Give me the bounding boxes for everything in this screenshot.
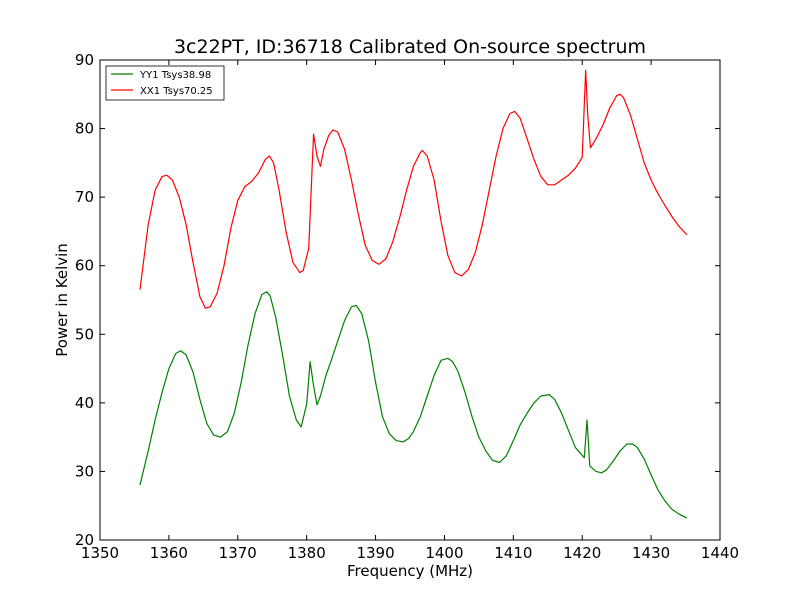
x-tick-label: 1380 xyxy=(288,544,326,562)
x-tick-label: 1440 xyxy=(701,544,739,562)
x-tick-label: 1400 xyxy=(425,544,463,562)
x-axis-label: Frequency (MHz) xyxy=(347,562,473,580)
y-tick-label: 50 xyxy=(75,325,94,343)
legend-entry: XX1 Tsys70.25 xyxy=(140,86,213,97)
x-tick-label: 1420 xyxy=(563,544,601,562)
series-line-yy1 xyxy=(139,291,688,519)
x-tick-label: 1390 xyxy=(356,544,394,562)
x-tick-label: 1430 xyxy=(632,544,670,562)
series-line-xx1 xyxy=(139,69,688,309)
x-tick-label: 1350 xyxy=(81,544,119,562)
plot-area: 1350 1360 1370 1380 1390 1400 1410 1420 1430 1440… xyxy=(75,51,739,562)
y-tick-label: 80 xyxy=(75,120,94,138)
x-tick-label: 1370 xyxy=(219,544,257,562)
y-tick-label: 40 xyxy=(75,394,94,412)
chart-title: 3c22PT, ID:36718 Calibrated On-source sp… xyxy=(174,36,646,58)
y-tick-label: 70 xyxy=(75,188,94,206)
axes-frame xyxy=(99,59,721,541)
x-tick-label: 1410 xyxy=(494,544,532,562)
legend: YY1 Tsys38.98 XX1 Tsys70.25 xyxy=(105,65,225,101)
y-tick-label: 90 xyxy=(75,51,94,69)
y-tick-label: 20 xyxy=(75,531,94,549)
y-tick-label: 60 xyxy=(75,257,94,275)
legend-box xyxy=(105,65,225,101)
y-axis-label: Power in Kelvin xyxy=(53,243,71,357)
y-tick-label: 30 xyxy=(75,462,94,480)
legend-entry: YY1 Tsys38.98 xyxy=(139,70,211,81)
x-tick-label: 1360 xyxy=(150,544,188,562)
